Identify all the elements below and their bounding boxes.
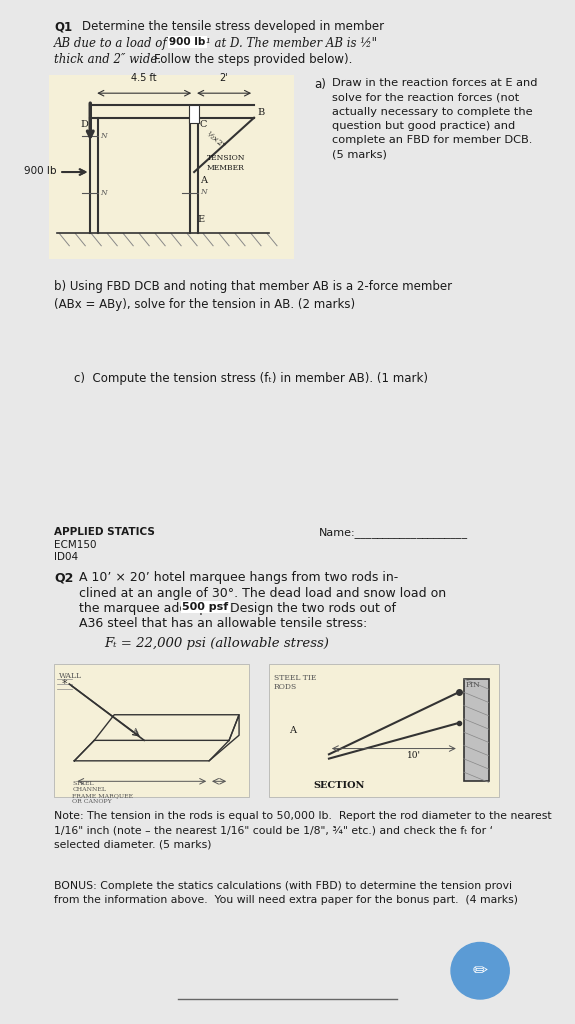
Text: Design the two rods out of: Design the two rods out of: [222, 602, 396, 615]
Text: STEEL TIE
RODS: STEEL TIE RODS: [274, 674, 316, 691]
Text: N: N: [100, 132, 107, 140]
Text: *: *: [62, 679, 67, 689]
Text: A: A: [132, 727, 138, 735]
Bar: [269, 664, 499, 797]
Text: STEEL
CHANNEL
FRAME MARQUEE
OR CANOPY: STEEL CHANNEL FRAME MARQUEE OR CANOPY: [72, 781, 133, 804]
Text: MEMBER: MEMBER: [207, 164, 245, 172]
Text: N: N: [200, 187, 207, 196]
Text: ¹ at D. The member AB is ½": ¹ at D. The member AB is ½": [206, 37, 377, 50]
Text: A 10’ × 20’ hotel marquee hangs from two rods in-: A 10’ × 20’ hotel marquee hangs from two…: [79, 571, 398, 585]
Bar: [464, 679, 489, 781]
Text: AB due to a load of: AB due to a load of: [54, 37, 168, 50]
Text: Note: The tension in the rods is equal to 50,000 lb.  Report the rod diameter to: Note: The tension in the rods is equal t…: [54, 811, 552, 849]
Text: Name:____________________: Name:____________________: [319, 527, 468, 539]
Text: ½×2": ½×2": [204, 130, 227, 151]
Text: B: B: [257, 108, 264, 117]
Text: ECM150: ECM150: [54, 540, 97, 550]
Text: c)  Compute the tension stress (fₜ) in member AB). (1 mark): c) Compute the tension stress (fₜ) in me…: [74, 372, 428, 385]
Bar: [54, 664, 249, 797]
Text: b) Using FBD DCB and noting that member AB is a 2-force member
(ABx = ABy), solv: b) Using FBD DCB and noting that member …: [54, 280, 453, 311]
Text: Draw in the reaction forces at E and
solve for the reaction forces (not
actually: Draw in the reaction forces at E and sol…: [332, 78, 538, 160]
Text: 900 lb: 900 lb: [24, 166, 56, 176]
Text: Follow the steps provided below).: Follow the steps provided below).: [154, 53, 352, 67]
Text: 500 psf: 500 psf: [182, 602, 228, 612]
Text: E: E: [197, 215, 204, 224]
Text: 10': 10': [407, 751, 421, 760]
Text: A: A: [200, 176, 207, 185]
Text: 4.5 ft: 4.5 ft: [131, 73, 157, 83]
Text: PIN: PIN: [466, 681, 481, 689]
Text: Q1: Q1: [54, 20, 72, 34]
Bar: [189, 105, 199, 123]
Text: N: N: [100, 188, 107, 197]
Text: 900 lb: 900 lb: [169, 37, 205, 47]
Text: ✏: ✏: [473, 962, 488, 980]
Text: thick and 2″ wide.: thick and 2″ wide.: [54, 53, 162, 67]
Text: TENSION: TENSION: [207, 154, 246, 162]
Text: APPLIED STATICS: APPLIED STATICS: [54, 527, 155, 538]
Text: D: D: [81, 120, 88, 129]
Text: Determine the tensile stress developed in member: Determine the tensile stress developed i…: [82, 20, 385, 34]
Text: the marquee add up to: the marquee add up to: [79, 602, 224, 615]
Text: clined at an angle of 30°. The dead load and snow load on: clined at an angle of 30°. The dead load…: [79, 587, 446, 600]
Text: A: A: [289, 726, 296, 735]
Text: 2': 2': [220, 73, 228, 83]
Circle shape: [451, 942, 509, 999]
Text: Q2: Q2: [54, 571, 74, 585]
Text: Fₜ = 22,000 psi (allowable stress): Fₜ = 22,000 psi (allowable stress): [104, 637, 329, 650]
Text: a): a): [314, 78, 326, 91]
Text: C: C: [199, 120, 206, 129]
Bar: [49, 75, 294, 259]
Text: ID04: ID04: [54, 552, 78, 562]
Text: SECTION: SECTION: [313, 781, 365, 791]
Text: A36 steel that has an allowable tensile stress:: A36 steel that has an allowable tensile …: [79, 617, 367, 631]
Text: WALL: WALL: [59, 672, 82, 680]
Text: BONUS: Complete the statics calculations (with FBD) to determine the tension pro: BONUS: Complete the statics calculations…: [54, 881, 518, 904]
